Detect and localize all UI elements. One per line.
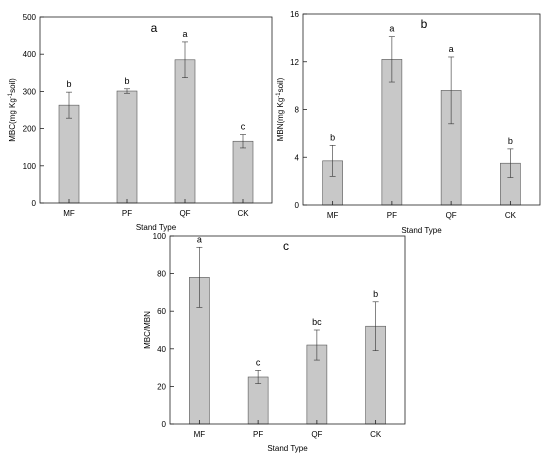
significance-label: b: [373, 289, 378, 299]
x-tick-label: CK: [505, 211, 517, 220]
x-tick-label: MF: [327, 211, 339, 220]
panel-b-chart: b MF a PF a QF b CK 0 4 8 12 16 b Stand Type MBN(mg Kg-…: [276, 10, 541, 235]
x-tick-label: QF: [311, 430, 322, 439]
y-tick-label: 40: [157, 345, 166, 354]
y-tick-label: 400: [23, 50, 37, 59]
error-bar-qf: [313, 329, 320, 361]
significance-label: a: [389, 24, 394, 34]
y-tick-label: 80: [157, 270, 166, 279]
y-tick-label: 4: [295, 153, 300, 162]
panel-c-chart: a MF c PF bc QF b CK 0 20 40 60 80 100 c Stand Type MBC/…: [143, 232, 406, 453]
panel-letter: a: [151, 21, 158, 35]
significance-label: b: [66, 79, 71, 89]
x-tick-label: PF: [253, 430, 263, 439]
x-tick-label: QF: [179, 209, 190, 218]
y-tick-label: 16: [290, 10, 299, 19]
panel-letter: c: [283, 239, 289, 253]
y-tick-label: 200: [23, 125, 37, 134]
y-tick-label: 300: [23, 87, 37, 96]
x-axis-title: Stand Type: [267, 444, 308, 453]
significance-label: c: [241, 122, 246, 132]
y-tick-label: 60: [157, 307, 166, 316]
y-tick-label: 100: [23, 162, 37, 171]
significance-label: a: [182, 29, 187, 39]
bar-pf: [247, 376, 269, 425]
y-tick-label: 0: [162, 420, 167, 429]
significance-label: b: [508, 136, 513, 146]
bar-pf: [116, 90, 138, 204]
bar-mf: [58, 104, 80, 204]
error-bar-pf: [388, 36, 395, 83]
y-tick-label: 100: [153, 232, 167, 241]
error-bar-ck: [507, 148, 514, 178]
error-bar-mf: [329, 145, 336, 177]
error-bar-pf: [255, 370, 262, 384]
x-tick-label: CK: [370, 430, 382, 439]
significance-label: b: [124, 76, 129, 86]
error-bar-ck: [240, 134, 246, 149]
plot-frame: [39, 16, 273, 204]
y-tick-label: 500: [23, 13, 37, 22]
y-axis-title: MBC(mg Kg-1soil): [8, 78, 17, 142]
y-tick-label: 12: [290, 58, 299, 67]
x-axis-title: Stand Type: [401, 226, 442, 235]
bar-ck: [232, 140, 254, 204]
error-bar-ck: [372, 301, 379, 351]
bar-qf: [174, 59, 196, 204]
error-bar-qf: [448, 56, 455, 125]
significance-label: a: [449, 44, 454, 54]
error-bar-mf: [66, 91, 72, 119]
x-axis-title: Stand Type: [136, 223, 177, 232]
y-axis-title: MBC/MBN: [143, 311, 152, 349]
error-bar-pf: [124, 88, 130, 94]
x-tick-label: PF: [387, 211, 397, 220]
error-bar-qf: [182, 41, 188, 78]
panel-a-chart: b MF b PF a QF c CK 0 100 200 300 400 500 a Stand Type M…: [8, 13, 273, 232]
x-tick-label: QF: [446, 211, 457, 220]
plot-frame: [169, 235, 406, 425]
panel-letter: b: [421, 17, 428, 31]
y-tick-label: 0: [295, 201, 300, 210]
x-tick-label: MF: [194, 430, 206, 439]
x-tick-label: CK: [237, 209, 249, 218]
significance-label: b: [330, 132, 335, 142]
x-tick-label: PF: [122, 209, 132, 218]
y-tick-label: 0: [32, 199, 37, 208]
error-bar-mf: [196, 246, 203, 308]
significance-label: bc: [312, 317, 322, 327]
significance-label: c: [256, 357, 261, 367]
plot-frame: [302, 13, 541, 206]
y-axis-title: MBN(mg Kg-1soil): [276, 77, 285, 141]
significance-label: a: [197, 234, 202, 244]
y-tick-label: 20: [157, 382, 166, 391]
x-tick-label: MF: [63, 209, 75, 218]
y-tick-label: 8: [295, 106, 300, 115]
